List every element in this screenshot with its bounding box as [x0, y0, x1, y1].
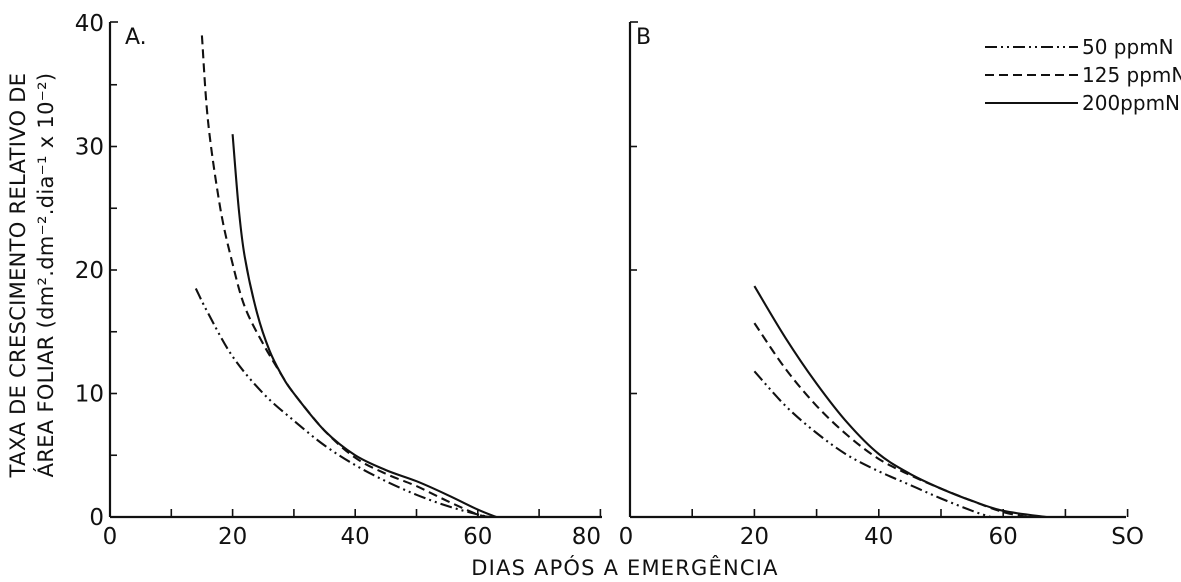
- legend: 50 ppmN 125 ppmN 200ppmN: [985, 35, 1181, 115]
- x-tick-label: 20: [218, 524, 247, 550]
- series-line-50-ppmn: [753, 370, 992, 519]
- legend-label: 200ppmN: [1082, 91, 1180, 115]
- panel-label: B: [636, 25, 651, 50]
- y-axis-label-line1: TAXA DE CRESCIMENTO RELATIVO DE: [6, 73, 30, 479]
- y-tick-label: 40: [75, 11, 104, 37]
- y-tick-label: 20: [75, 258, 104, 284]
- x-tick-label: 40: [341, 524, 370, 550]
- panel-b: 0 20 40 60 SO B: [619, 21, 1144, 550]
- panel-a: 0 20 40 60 80 0 10 20 30 40 A.: [75, 11, 602, 550]
- y-tick-label: 0: [89, 505, 104, 531]
- x-tick-label: 0: [619, 524, 634, 550]
- x-tick-label: 40: [864, 524, 893, 550]
- series-line-200ppmn: [231, 134, 497, 518]
- y-tick-label: 30: [75, 135, 104, 161]
- legend-label: 125 ppmN: [1082, 63, 1181, 87]
- x-axis-label: DIAS APÓS A EMERGÊNCIA: [471, 555, 778, 580]
- series-line-200ppmn: [753, 285, 1047, 519]
- y-tick-label: 10: [75, 382, 104, 408]
- series-line-50-ppmn: [194, 288, 491, 519]
- panel-label: A.: [125, 25, 147, 50]
- series-line-125-ppmn: [753, 322, 1029, 519]
- legend-label: 50 ppmN: [1082, 35, 1174, 59]
- x-tick-label: 60: [463, 524, 492, 550]
- series-line-125-ppmn: [200, 35, 491, 519]
- x-tick-label: 60: [989, 524, 1018, 550]
- x-tick-label: 20: [740, 524, 769, 550]
- x-tick-label: SO: [1111, 524, 1144, 550]
- y-axis-label-line2: ÁREA FOLIAR (dm².dm⁻².dia⁻¹ x 10⁻²): [33, 73, 58, 478]
- x-tick-label: 0: [103, 524, 118, 550]
- x-tick-label: 80: [572, 524, 601, 550]
